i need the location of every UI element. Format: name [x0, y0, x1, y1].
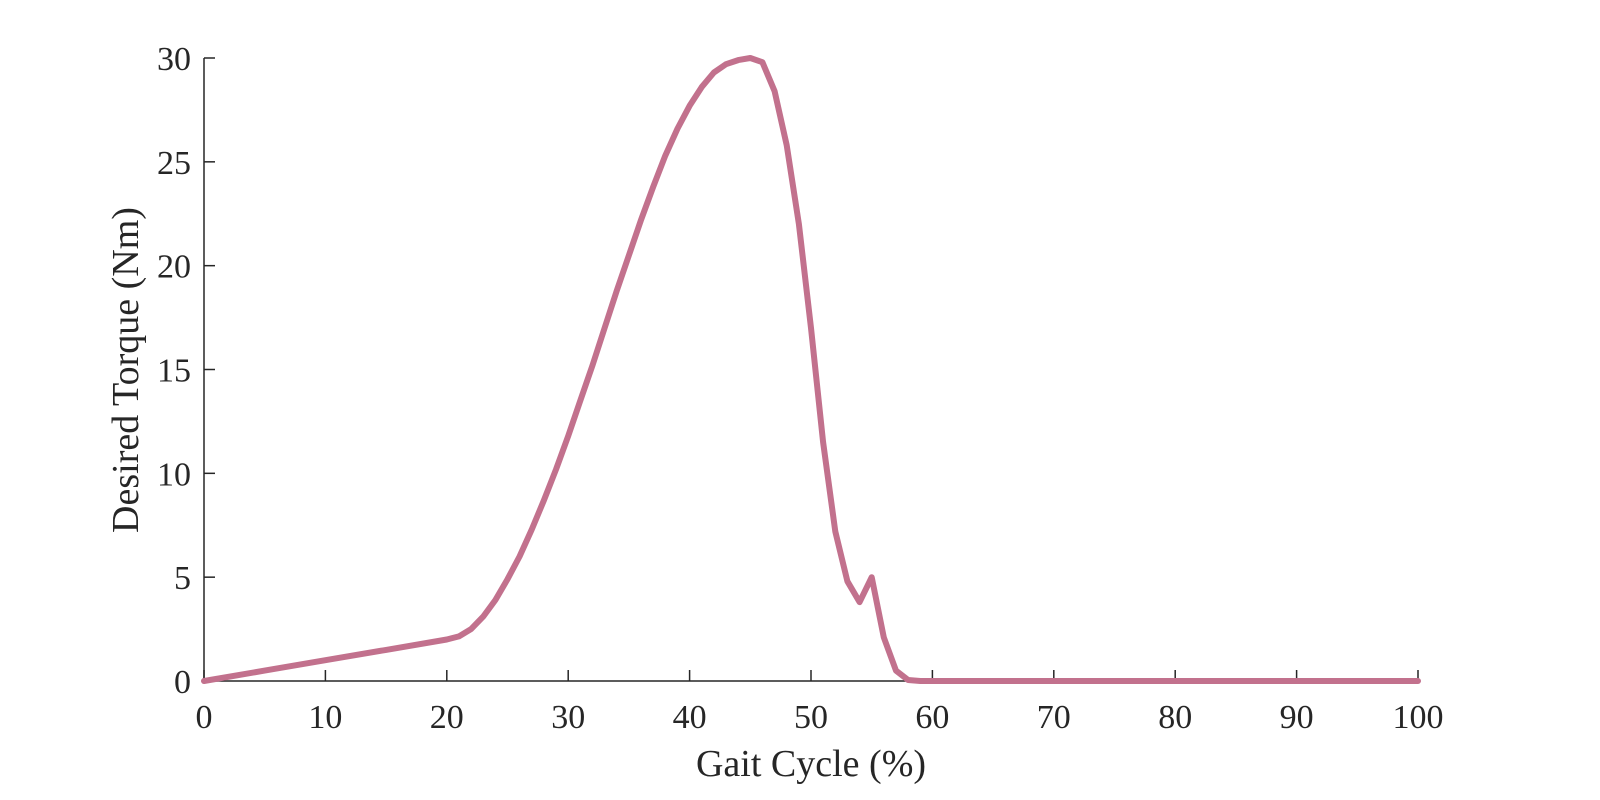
- x-ticks: 0 10 20 30 40 50 60 70 80 90 100: [196, 670, 1444, 736]
- x-tick-label: 10: [308, 699, 342, 736]
- y-ticks: 0 5 10 15 20 25 30: [157, 41, 215, 701]
- x-tick-label: 30: [551, 699, 585, 736]
- x-tick-label: 80: [1158, 699, 1192, 736]
- y-tick-label: 0: [174, 664, 191, 701]
- y-tick-label: 25: [157, 145, 191, 182]
- y-tick-label: 5: [174, 560, 191, 597]
- x-tick-label: 90: [1280, 699, 1314, 736]
- x-tick-label: 70: [1037, 699, 1071, 736]
- x-tick-label: 20: [430, 699, 464, 736]
- x-tick-label: 50: [794, 699, 828, 736]
- axes: [203, 58, 1418, 682]
- torque-series-line: [201, 55, 1421, 684]
- x-tick-label: 40: [673, 699, 707, 736]
- x-tick-label: 0: [196, 699, 213, 736]
- y-tick-label: 20: [157, 249, 191, 286]
- y-tick-label: 10: [157, 456, 191, 493]
- y-axis-title: Desired Torque (Nm): [105, 207, 147, 533]
- y-tick-label: 30: [157, 41, 191, 78]
- x-tick-label: 60: [915, 699, 949, 736]
- x-axis-title: Gait Cycle (%): [696, 743, 926, 785]
- x-tick-label: 100: [1393, 699, 1444, 736]
- y-tick-label: 15: [157, 353, 191, 390]
